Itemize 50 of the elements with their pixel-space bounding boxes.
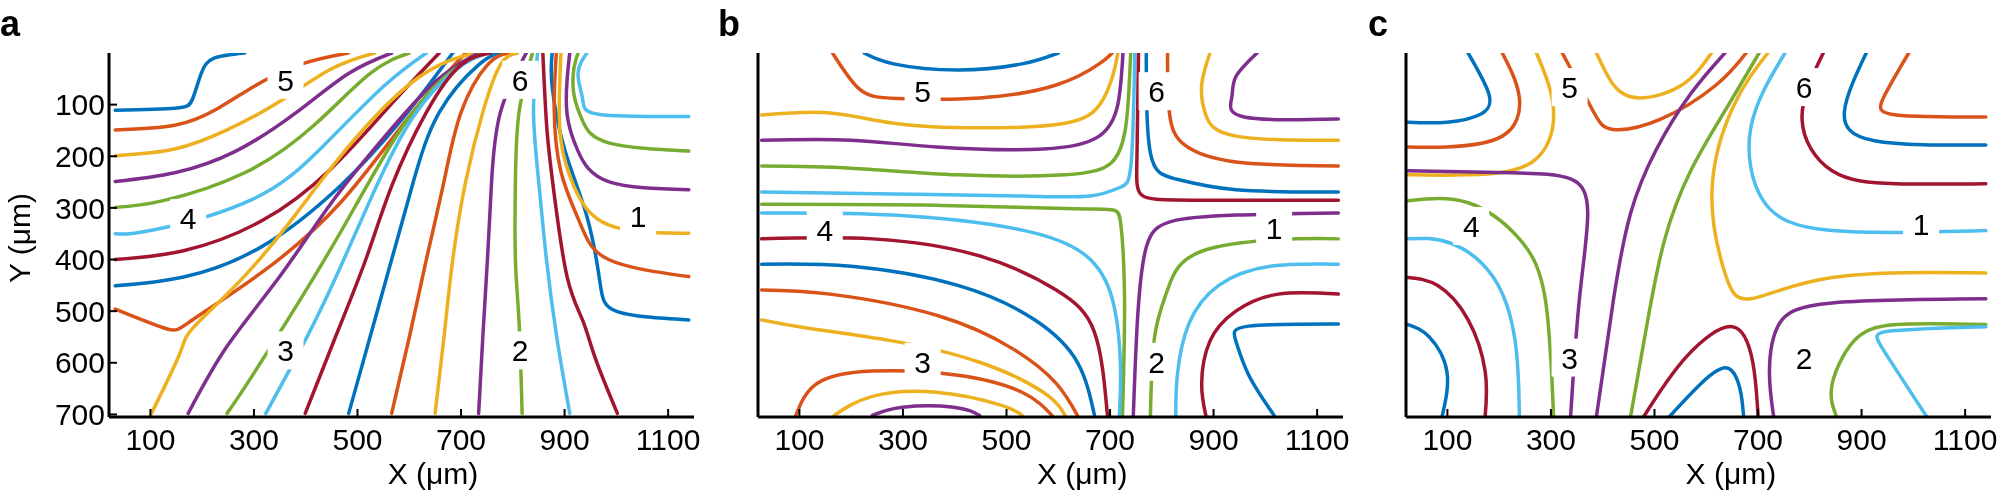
x-tick-label: 700	[1084, 423, 1135, 457]
x-tick-label: 700	[1733, 423, 1784, 457]
x-tick-label: 500	[331, 423, 383, 457]
x-axis-title: X (μm)	[1684, 456, 1778, 492]
annotation: 4	[816, 214, 833, 248]
x-tick-label: 500	[981, 423, 1032, 457]
x-tick-label: 1100	[635, 423, 700, 457]
x-tick-label: 1100	[1933, 423, 1998, 457]
x-tick-label: 100	[1422, 423, 1473, 457]
annotation: 1	[1913, 207, 1930, 241]
chart-title: a	[0, 3, 21, 44]
y-axis-title: Y (μm)	[2, 191, 37, 286]
x-tick-label: 100	[774, 423, 825, 457]
annotation: 4	[1463, 209, 1480, 243]
x-tick-label: 500	[1629, 423, 1680, 457]
x-tick-label: 700	[435, 423, 486, 457]
x-tick-label: 1100	[1284, 423, 1350, 457]
annotation: 2	[511, 334, 528, 368]
annotation: 6	[1796, 71, 1813, 105]
annotation: 1	[629, 200, 646, 234]
annotation: 6	[1148, 75, 1165, 109]
y-tick-label: 400	[54, 243, 105, 277]
y-tick-label: 300	[54, 191, 105, 225]
x-axis-title: X (μm)	[386, 456, 480, 492]
y-tick-label: 100	[54, 88, 105, 122]
annotation: 3	[276, 334, 294, 368]
annotation: 3	[1561, 341, 1579, 375]
y-tick-label: 700	[54, 398, 105, 432]
annotation: 4	[179, 202, 197, 236]
annotation: 1	[1265, 212, 1283, 246]
annotation: 3	[914, 345, 931, 379]
annotation: 6	[511, 63, 528, 97]
annotation: 2	[1796, 341, 1813, 375]
y-tick-label: 600	[54, 346, 105, 380]
x-tick-label: 900	[539, 423, 590, 457]
y-tick-label: 200	[54, 139, 105, 173]
x-axis-title: X (μm)	[1036, 456, 1129, 492]
x-tick-label: 300	[228, 423, 279, 457]
x-tick-label: 900	[1188, 423, 1239, 457]
annotation: 5	[1561, 71, 1579, 105]
x-tick-label: 900	[1836, 423, 1887, 457]
y-tick-label: 500	[54, 294, 105, 328]
annotation: 5	[276, 63, 294, 97]
x-tick-label: 100	[124, 423, 175, 457]
x-tick-label: 300	[877, 423, 928, 457]
annotation: 5	[914, 75, 931, 109]
x-tick-label: 300	[1526, 423, 1577, 457]
annotation: 2	[1148, 345, 1165, 379]
chart-title: c	[1368, 3, 1389, 44]
chart-title: b	[718, 3, 740, 44]
